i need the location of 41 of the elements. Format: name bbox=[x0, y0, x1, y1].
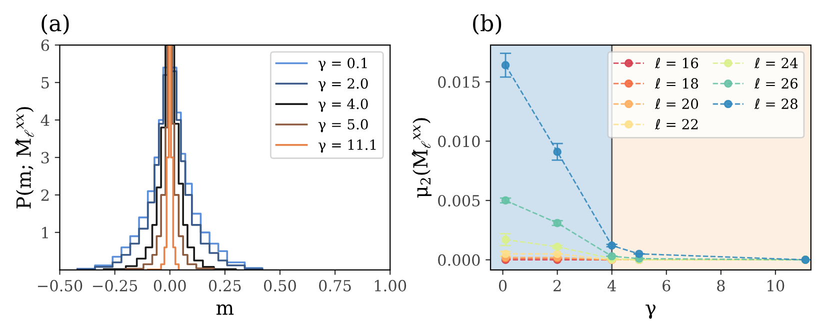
x-tick-label: −0.50 bbox=[38, 280, 82, 292]
x-tick-label: 1.00 bbox=[374, 280, 406, 292]
x-tick-label: 0 bbox=[498, 280, 507, 292]
legend-label: ℓ = 26 bbox=[754, 78, 798, 89]
y-tick-label: 0.010 bbox=[438, 136, 480, 148]
y-axis-title: P(m; M̂$_{ℓ}$$^{xx}$) bbox=[15, 107, 34, 208]
x-tick-label: 0.25 bbox=[208, 280, 241, 292]
y-tick-label: 0.005 bbox=[438, 194, 480, 206]
y-tick-label: 0.000 bbox=[438, 254, 480, 266]
legend-label: γ = 0.1 bbox=[318, 58, 367, 71]
legend-label: γ = 5.0 bbox=[318, 119, 368, 132]
y-tick-label: 5 bbox=[42, 77, 49, 89]
x-axis-title: γ bbox=[646, 304, 656, 319]
y-tick-label: 3 bbox=[41, 152, 49, 164]
x-tick-label: −0.25 bbox=[93, 280, 138, 292]
y-tick-label: 6 bbox=[41, 40, 50, 52]
legend-label: ℓ = 28 bbox=[754, 98, 798, 110]
x-tick-label: 0.00 bbox=[154, 280, 186, 292]
x-tick-label: 8 bbox=[717, 280, 725, 292]
legend-label: ℓ = 20 bbox=[654, 98, 698, 110]
y-tick-label: 2 bbox=[41, 189, 49, 201]
x-axis-title: m bbox=[216, 304, 234, 315]
y-tick-label: 4 bbox=[40, 114, 50, 126]
chart-title: (a) bbox=[42, 14, 69, 35]
y-tick-label: 1 bbox=[42, 226, 48, 238]
y-tick-label: 0.015 bbox=[438, 76, 480, 88]
chart-title: (b) bbox=[473, 14, 502, 35]
y-axis-title: μ$_{2}$(M̂$_{ℓ}$$^{xx}$) bbox=[412, 118, 432, 198]
x-tick-label: 10 bbox=[768, 280, 784, 292]
legend-label: ℓ = 18 bbox=[654, 78, 698, 89]
x-tick-label: 0.50 bbox=[264, 280, 296, 292]
x-tick-label: 0.75 bbox=[319, 280, 351, 292]
legend-label: γ = 4.0 bbox=[318, 98, 368, 112]
legend-label: γ = 11.1 bbox=[318, 139, 376, 153]
x-tick-label: 6 bbox=[662, 280, 670, 292]
x-tick-label: 2 bbox=[554, 280, 561, 292]
legend-label: ℓ = 24 bbox=[754, 58, 798, 68]
x-tick-label: 4 bbox=[607, 280, 616, 292]
legend-label: γ = 2.0 bbox=[318, 78, 368, 92]
legend-label: ℓ = 22 bbox=[654, 118, 698, 130]
legend-label: ℓ = 16 bbox=[654, 58, 698, 68]
